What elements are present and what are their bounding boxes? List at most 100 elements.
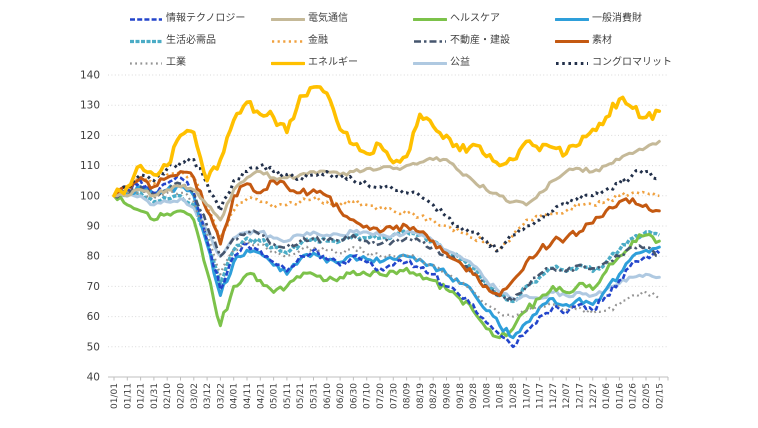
svg-text:60: 60 (87, 311, 100, 323)
legend-swatch-financials (272, 39, 304, 43)
legend-label: 情報テクノロジー (166, 13, 246, 24)
legend-swatch-telecom (271, 17, 305, 21)
legend-swatch-staples (130, 39, 162, 43)
legend-item-industrials[interactable]: 工業 (129, 58, 271, 68)
svg-text:11/07: 11/07 (522, 383, 532, 409)
series-line-utilities (112, 192, 661, 302)
legend-label: ヘルスケア (450, 13, 500, 24)
svg-text:12/27: 12/27 (589, 383, 599, 409)
legend-item-realestate[interactable]: 不動産・建設 (413, 36, 555, 46)
svg-text:01/11: 01/11 (123, 383, 133, 409)
svg-text:02/20: 02/20 (177, 383, 187, 409)
series-line-tech (114, 175, 661, 349)
legend-item-telecom[interactable]: 電気通信 (271, 14, 413, 24)
legend-swatch-industrials (130, 61, 162, 65)
legend-label: 公益 (450, 57, 470, 68)
svg-text:01/31: 01/31 (150, 383, 160, 409)
svg-text:04/01: 04/01 (230, 383, 240, 409)
svg-text:70: 70 (87, 281, 100, 293)
legend-item-consumer[interactable]: 一般消費財 (555, 14, 715, 24)
svg-text:04/11: 04/11 (243, 383, 253, 409)
svg-text:120: 120 (80, 130, 100, 142)
svg-text:01/21: 01/21 (137, 383, 147, 409)
svg-text:11/27: 11/27 (549, 383, 559, 409)
svg-text:02/10: 02/10 (163, 383, 173, 409)
svg-text:08/09: 08/09 (403, 383, 413, 409)
svg-text:05/01: 05/01 (270, 383, 280, 409)
series-line-industrials (113, 188, 660, 318)
legend-item-tech[interactable]: 情報テクノロジー (129, 14, 271, 24)
svg-text:01/06: 01/06 (602, 383, 612, 409)
svg-text:10/18: 10/18 (496, 383, 506, 409)
svg-text:140: 140 (80, 70, 100, 82)
svg-text:06/10: 06/10 (323, 383, 333, 409)
legend-swatch-conglomerate (556, 61, 588, 65)
legend-label: 不動産・建設 (450, 35, 510, 46)
legend-swatch-tech (130, 17, 162, 21)
legend-item-conglomerate[interactable]: コングロマリット (555, 58, 715, 68)
svg-text:50: 50 (87, 341, 100, 353)
legend-label: エネルギー (308, 57, 358, 68)
svg-text:12/07: 12/07 (562, 383, 572, 409)
chart-legend: 情報テクノロジー 電気通信 ヘルスケア 一般消費財生活必需品 金融 不動産・建設 素材工業 エ… (129, 8, 715, 74)
legend-label: 電気通信 (308, 13, 348, 24)
svg-text:06/30: 06/30 (349, 383, 359, 409)
legend-swatch-realestate (414, 39, 446, 43)
svg-text:110: 110 (80, 160, 100, 172)
legend-swatch-materials (555, 39, 589, 43)
legend-label: 素材 (592, 35, 612, 46)
legend-item-financials[interactable]: 金融 (271, 36, 413, 46)
svg-text:01/26: 01/26 (629, 383, 639, 409)
svg-text:07/20: 07/20 (376, 383, 386, 409)
svg-text:05/31: 05/31 (310, 383, 320, 409)
svg-text:09/28: 09/28 (469, 383, 479, 409)
svg-text:04/21: 04/21 (256, 383, 266, 409)
svg-text:100: 100 (80, 190, 100, 202)
legend-swatch-health (413, 17, 447, 21)
svg-text:03/12: 03/12 (203, 383, 213, 409)
svg-text:01/16: 01/16 (615, 383, 625, 409)
legend-label: 工業 (166, 57, 186, 68)
svg-text:10/08: 10/08 (482, 383, 492, 409)
svg-text:80: 80 (87, 251, 100, 263)
series-line-telecom (112, 139, 661, 222)
svg-text:11/17: 11/17 (536, 383, 546, 409)
svg-text:05/21: 05/21 (296, 383, 306, 409)
svg-text:09/08: 09/08 (443, 383, 453, 409)
svg-text:40: 40 (87, 372, 100, 384)
y-axis-labels: 40 50 60 70 80 90 100 110 120 130 140 (80, 70, 100, 384)
series-line-realestate (113, 181, 660, 303)
series-line-health (112, 194, 661, 340)
legend-swatch-consumer (555, 17, 589, 21)
svg-text:02/05: 02/05 (642, 383, 652, 409)
svg-text:05/11: 05/11 (283, 383, 293, 409)
svg-text:02/15: 02/15 (655, 383, 665, 409)
svg-text:07/30: 07/30 (389, 383, 399, 409)
svg-text:03/22: 03/22 (216, 383, 226, 409)
series-line-consumer (112, 184, 661, 340)
legend-label: コングロマリット (592, 57, 672, 68)
series-lines (112, 85, 662, 349)
x-axis (108, 376, 669, 381)
legend-item-energy[interactable]: エネルギー (271, 58, 413, 68)
legend-item-materials[interactable]: 素材 (555, 36, 715, 46)
svg-text:07/10: 07/10 (363, 383, 373, 409)
legend-item-health[interactable]: ヘルスケア (413, 14, 555, 24)
legend-item-staples[interactable]: 生活必需品 (129, 36, 271, 46)
svg-text:01/01: 01/01 (110, 383, 120, 409)
series-line-materials (112, 170, 661, 297)
legend-item-utilities[interactable]: 公益 (413, 58, 555, 68)
svg-text:130: 130 (80, 100, 100, 112)
svg-text:90: 90 (87, 221, 100, 233)
svg-text:08/19: 08/19 (416, 383, 426, 409)
legend-label: 金融 (308, 35, 328, 46)
series-line-energy (112, 85, 662, 198)
legend-label: 生活必需品 (166, 35, 216, 46)
legend-swatch-utilities (413, 61, 447, 65)
svg-text:03/02: 03/02 (190, 383, 200, 409)
svg-text:08/29: 08/29 (429, 383, 439, 409)
gridlines (108, 74, 668, 348)
svg-text:06/20: 06/20 (336, 383, 346, 409)
